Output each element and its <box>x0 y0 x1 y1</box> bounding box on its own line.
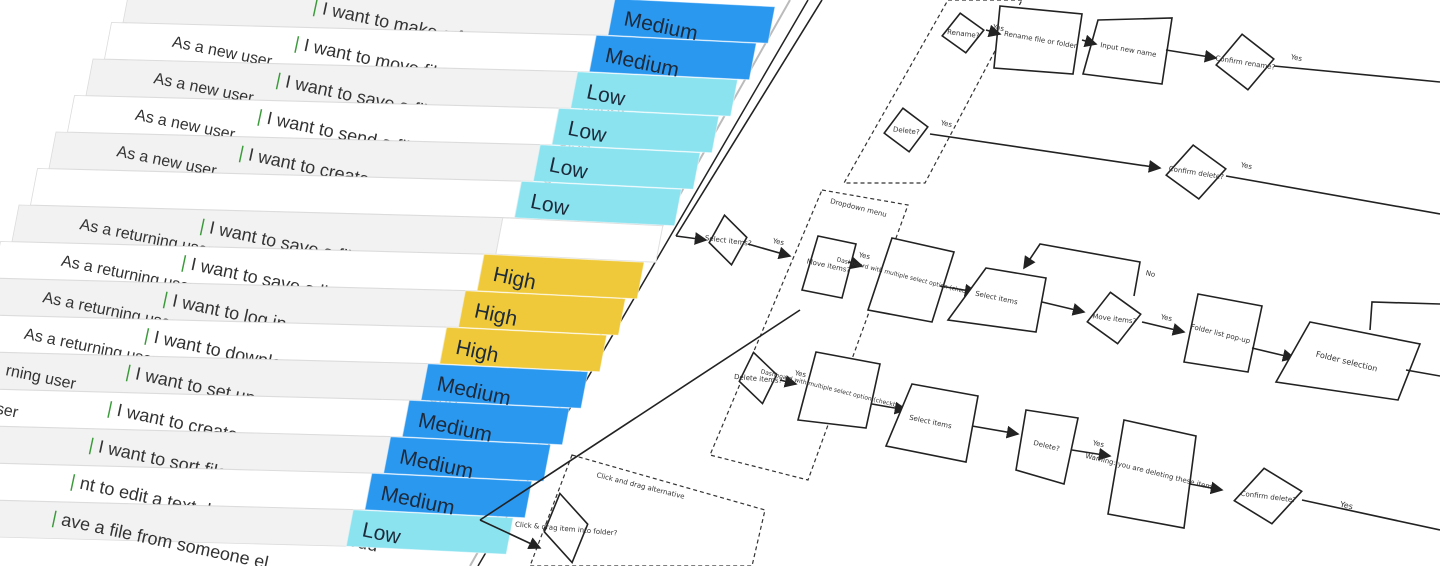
input-name-box <box>1081 17 1173 85</box>
yes-label: Yes <box>1289 53 1303 63</box>
delete-decision <box>883 107 929 153</box>
dashboard-delete-box <box>796 351 881 429</box>
connector <box>779 375 798 388</box>
rename-file-box <box>993 5 1083 75</box>
yes-label: Yes <box>857 251 871 261</box>
priority-cell <box>588 34 757 81</box>
connector <box>1041 301 1086 316</box>
yes-label: Yes <box>1091 439 1105 449</box>
connector-main <box>675 0 823 237</box>
warning-box <box>1107 419 1197 529</box>
move-items-question <box>1086 291 1142 345</box>
connector-loop <box>1369 301 1440 331</box>
rename-decision <box>941 12 985 54</box>
connector <box>847 256 864 270</box>
yes-label: Yes <box>991 23 1005 33</box>
yes-label: Yes <box>771 237 785 247</box>
priority-cell <box>532 144 701 190</box>
confirm-rename-decision <box>1215 33 1275 91</box>
connector-down <box>479 309 801 521</box>
rename-decision-label: Rename? <box>947 28 980 40</box>
sheet-rows: Medium| I want to make a folderMediumAs … <box>0 0 776 566</box>
connector <box>985 24 1002 38</box>
priority-cell <box>420 363 589 409</box>
yes-label: Yes <box>939 119 953 129</box>
connector <box>1165 49 1218 63</box>
connector-to-select <box>675 232 708 245</box>
yes-label: Yes <box>1338 500 1353 512</box>
connector <box>971 425 1020 439</box>
user-stories-spreadsheet: Medium | I want to make a folder Medium As … <box>0 0 809 566</box>
yes-label: Yes <box>1159 313 1173 323</box>
priority-cell <box>401 399 570 446</box>
dashed-group-rename <box>842 0 1023 184</box>
yes-label: Yes <box>793 369 807 379</box>
connector <box>1081 34 1098 48</box>
connector <box>1071 447 1112 461</box>
connector <box>1301 499 1440 531</box>
connector <box>1273 65 1440 83</box>
connector <box>747 243 792 260</box>
no-label: No <box>1145 269 1156 279</box>
priority-cell <box>495 217 664 263</box>
priority-cell <box>551 107 720 154</box>
priority-cell <box>439 326 608 373</box>
connector <box>1189 481 1224 495</box>
connector-loop <box>1023 243 1141 297</box>
connector <box>1225 175 1440 215</box>
priority-cell <box>607 0 776 44</box>
move-items-box <box>800 235 857 299</box>
yes-label: Yes <box>1239 161 1253 171</box>
spreadsheet-canvas: Medium| I want to make a folderMediumAs … <box>0 0 809 566</box>
select-items-move-box <box>946 267 1047 333</box>
click-drag-label: Click and drag alternative <box>596 471 686 501</box>
folder-tree-box <box>1183 293 1263 373</box>
confirm-delete-decision <box>1233 467 1303 525</box>
connector <box>929 133 1162 173</box>
select-items-delete-box <box>884 383 979 463</box>
drag-item-decision <box>543 492 589 564</box>
select-items-decision <box>708 213 748 267</box>
connector <box>871 401 908 415</box>
delete-items-decision <box>738 351 778 405</box>
folder-selection-box <box>1274 321 1422 401</box>
priority-cell <box>345 509 514 555</box>
connector <box>1405 369 1440 377</box>
priority-cell <box>570 71 739 117</box>
delete-question-box <box>1015 409 1079 486</box>
user-role-cell: user <box>0 399 20 422</box>
priority-cell <box>364 472 533 519</box>
priority-cell <box>457 290 626 336</box>
confirm-delete-top-decision <box>1165 144 1227 200</box>
priority-cell <box>513 180 683 227</box>
priority-cell <box>383 436 552 482</box>
delete-decision-label: Delete? <box>892 125 920 136</box>
priority-cell <box>476 253 645 300</box>
dashed-group-drag <box>529 454 766 566</box>
dashboard-move-box <box>866 237 956 323</box>
connector <box>1141 321 1186 336</box>
connector-to-drag <box>479 519 542 550</box>
connector <box>1251 347 1296 362</box>
